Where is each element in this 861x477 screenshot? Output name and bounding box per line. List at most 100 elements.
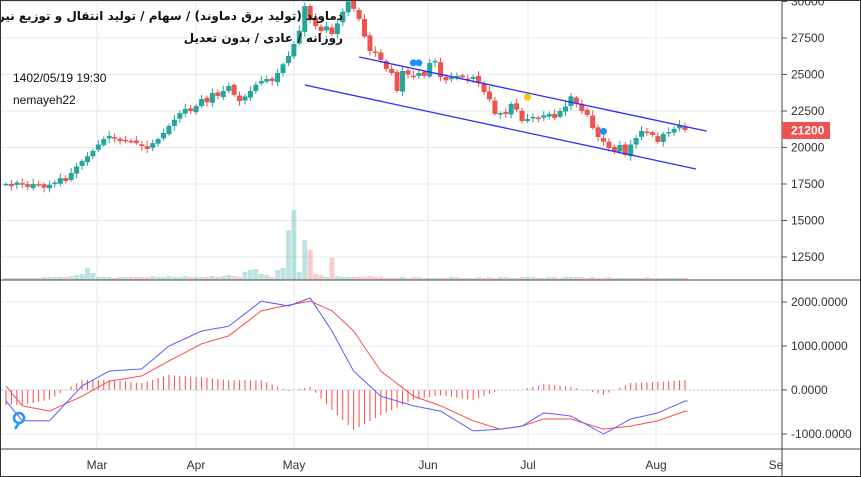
macd-tick-label: 0.0000 [791,383,828,397]
volume-bar [503,277,509,280]
candle-body [448,77,454,80]
volume-bar [112,278,118,280]
volume-bar [514,278,520,280]
candle-body [144,146,150,149]
candle-body [454,75,460,78]
candle [139,141,145,151]
candle-body [410,75,416,78]
candle-body [633,138,639,145]
candle [535,115,541,123]
candle [220,85,226,101]
candle [611,145,617,154]
candle-body [400,70,406,92]
volume-bar [247,270,253,280]
candle-body [568,96,574,107]
volume-bar [209,276,215,280]
candle-body [242,96,248,101]
candle-body [74,166,80,174]
candle [68,167,74,182]
candle-body [79,160,85,166]
candle-body [416,73,422,76]
volume-bar [579,277,585,280]
price-tick-label: 12500 [791,250,825,264]
candle-body [52,182,58,185]
volume-bar [334,276,340,280]
author-name: nemayeh22 [13,93,76,107]
symbol-title: دماوند (تولید برق دماوند) / سهام / تولید… [1,9,343,23]
signal-marker [409,59,417,67]
volume-bar [117,277,123,280]
volume-bar [220,276,226,280]
last-price-label: 21200 [791,123,825,137]
candle [628,139,634,161]
candle [329,24,335,36]
volume-bar [405,278,411,280]
candle [356,7,362,22]
candle-body [611,146,617,151]
candle-body [36,183,42,186]
candle-body [356,9,362,20]
candle-body [302,6,308,32]
candle-body [269,78,275,82]
candle [242,94,248,105]
candle [182,103,188,118]
candle [247,86,253,102]
volume-bar [666,278,672,280]
candle-body [394,71,400,91]
candle [590,110,596,130]
tradingview-logo-icon[interactable] [11,411,29,431]
last-price-badge [782,121,830,139]
candle [166,123,172,136]
candle-body [318,26,324,31]
candle [655,132,661,144]
candle [112,133,118,143]
candle [546,111,552,120]
time-axis-label: Jun [418,458,437,472]
volume-bar [269,277,275,280]
volume-bar [655,278,661,280]
candle-body [95,144,101,150]
candle [46,180,52,193]
candle-body [492,100,498,114]
channel-lower-line [304,84,697,170]
candle [459,73,465,80]
volume-bar [177,277,183,280]
candle [269,76,275,86]
volume-bar [193,277,199,280]
volume-bar [150,276,156,280]
candle-body [660,134,666,142]
candle-body [340,11,346,23]
candle [84,152,90,166]
volume-bar [438,278,444,280]
candle-body [204,97,210,103]
volume-bar [253,269,259,280]
signal-marker [415,59,423,67]
volume-bar [188,277,194,280]
candle [318,24,324,34]
price-tick-label: 22500 [791,104,825,118]
candle [193,104,199,115]
signal-marker [600,127,608,135]
volume-bar [30,278,36,280]
candle [188,104,194,114]
volume-bar [671,278,677,280]
candle [30,178,36,191]
volume-bar [546,277,552,280]
candle-body [199,99,205,107]
candle-body [46,184,52,189]
candle [552,109,558,121]
candle-body [666,132,672,134]
volume-bar [492,278,498,280]
time-axis-label: Apr [187,458,206,472]
signal-marker [523,93,531,101]
candle-body [622,144,628,155]
candle [562,101,568,117]
candle-body [546,113,552,117]
candle [313,13,319,30]
candle-body [362,19,368,37]
volume-bar [340,277,346,280]
candle [524,113,530,123]
candle [57,173,63,187]
volume-bar [204,277,210,280]
